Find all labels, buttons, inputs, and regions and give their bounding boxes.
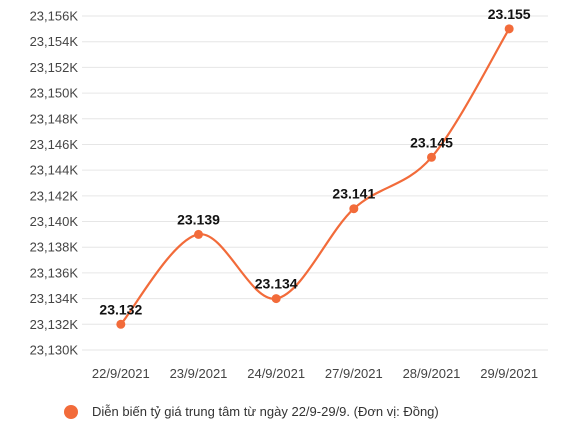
y-axis-ticks: 23,130K 23,132K 23,134K 23,136K 23,138K 23,14… [30, 9, 79, 358]
x-tick-label: 23/9/2021 [170, 366, 228, 381]
line-chart: 23,130K 23,132K 23,134K 23,136K 23,138K 23,14… [30, 6, 548, 381]
legend: Diễn biến tỷ giá trung tâm từ ngày 22/9-… [64, 404, 439, 419]
series-line [119, 28, 511, 326]
y-tick-label: 23,152K [30, 60, 79, 75]
data-label: 23.134 [255, 276, 298, 292]
data-point [504, 24, 514, 34]
x-tick-label: 29/9/2021 [480, 366, 538, 381]
y-tick-label: 23,154K [30, 34, 79, 49]
data-point [427, 152, 436, 162]
data-point [271, 294, 281, 304]
y-tick-label: 23,130K [30, 343, 79, 358]
grid-lines [82, 15, 548, 351]
y-tick-label: 23,150K [30, 86, 79, 101]
data-label: 23.155 [488, 6, 531, 22]
y-tick-label: 23,142K [30, 188, 79, 203]
x-tick-label: 28/9/2021 [403, 366, 461, 381]
data-label: 23.141 [332, 186, 375, 202]
y-tick-label: 23,140K [30, 214, 79, 229]
y-tick-label: 23,148K [30, 111, 79, 126]
y-tick-label: 23,138K [30, 240, 79, 255]
x-axis-ticks: 22/9/2021 23/9/2021 24/9/2021 27/9/2021 28/9… [92, 366, 538, 381]
legend-marker [64, 404, 78, 419]
data-point [116, 319, 126, 329]
y-tick-label: 23,134K [30, 291, 79, 306]
y-tick-label: 23,132K [30, 317, 79, 332]
legend-label: Diễn biến tỷ giá trung tâm từ ngày 22/9-… [92, 404, 439, 419]
y-tick-label: 23,156K [30, 9, 79, 24]
x-tick-label: 22/9/2021 [92, 366, 150, 381]
x-tick-label: 24/9/2021 [247, 366, 305, 381]
x-tick-label: 27/9/2021 [325, 366, 383, 381]
data-point [194, 229, 203, 239]
y-tick-label: 23,144K [30, 163, 79, 178]
data-label: 23.145 [410, 134, 453, 150]
data-label: 23.132 [99, 301, 142, 317]
data-point [349, 204, 359, 214]
data-labels: 23.132 23.139 23.134 23.141 23.145 23.155 [99, 6, 530, 317]
y-tick-label: 23,146K [30, 137, 79, 152]
data-points [116, 24, 514, 329]
y-tick-label: 23,136K [30, 265, 79, 280]
data-label: 23.139 [177, 211, 220, 227]
